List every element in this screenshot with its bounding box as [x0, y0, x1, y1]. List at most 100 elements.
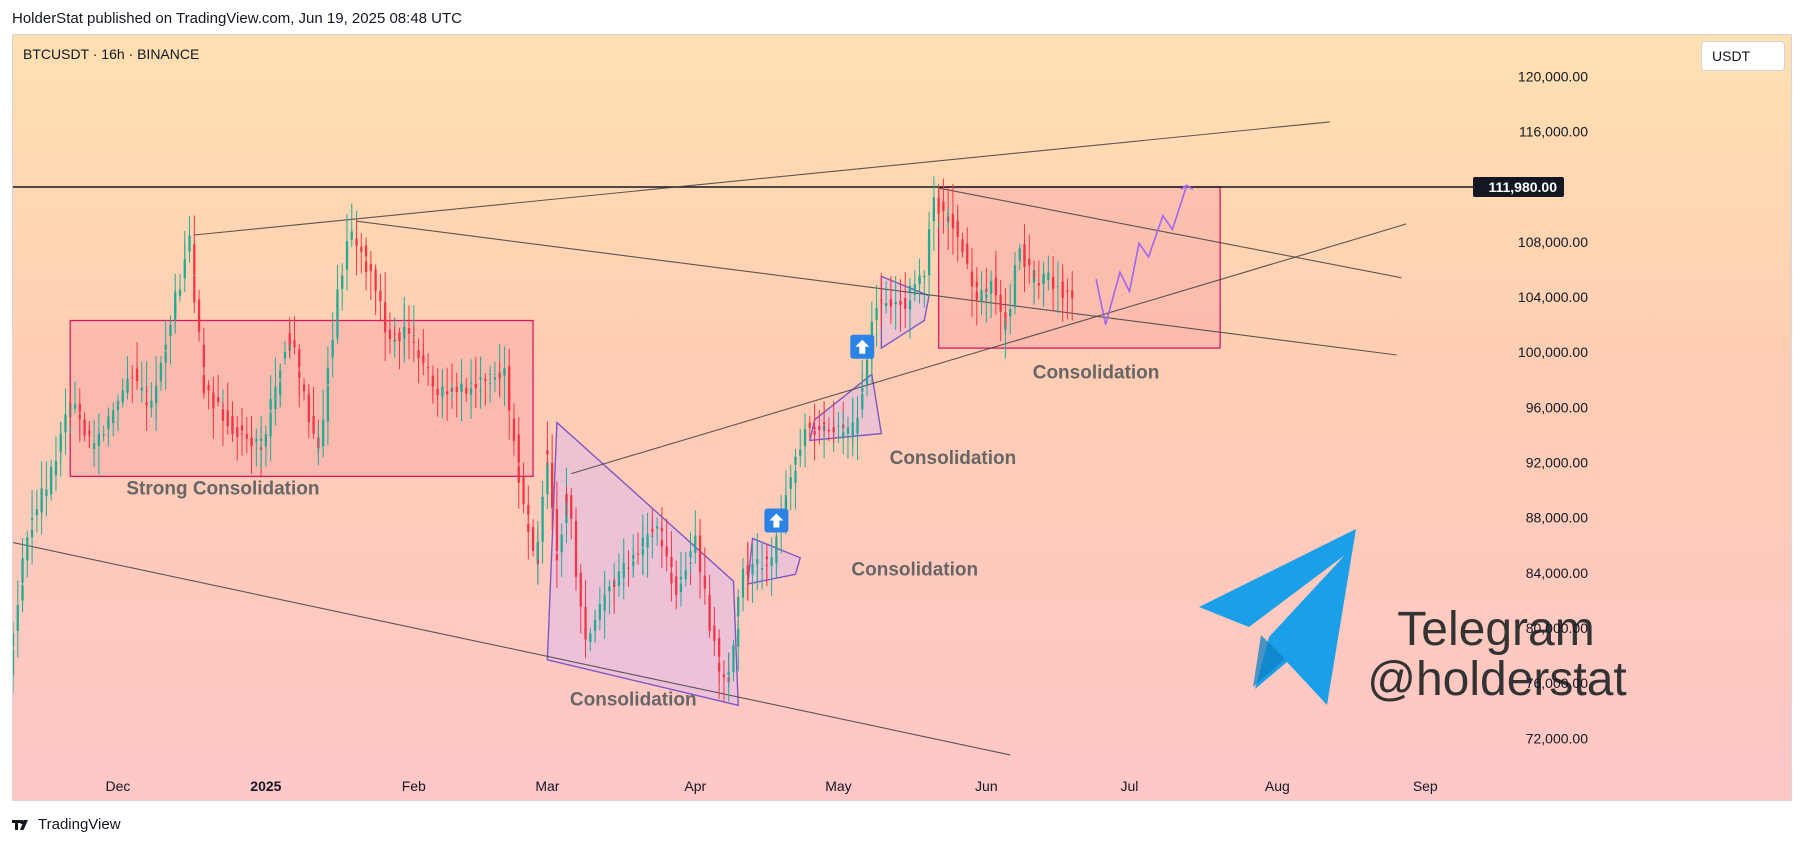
candle [570, 487, 573, 540]
candle-body [488, 373, 492, 375]
candle-body [364, 261, 368, 272]
candle [985, 288, 988, 323]
candle [708, 587, 711, 638]
candle [431, 376, 435, 404]
candle-body [164, 344, 167, 350]
up-arrow-badge-2 [850, 334, 875, 359]
candle-body [942, 201, 945, 212]
candle [999, 279, 1002, 342]
candle [655, 517, 659, 546]
candle-body [799, 449, 802, 456]
y-tick-label-8: 88,000.00 [1526, 510, 1588, 526]
chart-frame[interactable]: Strong Consolidation Consolidation Consoli… [12, 34, 1792, 801]
candle [875, 285, 878, 347]
candle [508, 365, 511, 440]
candle-body [188, 235, 191, 252]
candle-body [1071, 290, 1074, 298]
candle [894, 275, 897, 330]
candle [226, 382, 229, 435]
candle [217, 374, 220, 407]
candle [989, 270, 993, 319]
candle [26, 530, 29, 578]
candle [21, 537, 24, 613]
candle [150, 382, 153, 418]
candle [732, 639, 735, 682]
candle-body [264, 434, 268, 447]
price-chart-svg[interactable]: Strong Consolidation Consolidation Consoli… [13, 35, 1792, 801]
candle [636, 532, 640, 565]
candle [321, 389, 325, 458]
candle-body [541, 496, 544, 542]
candle-body [21, 557, 24, 583]
candle [1061, 264, 1064, 306]
candle-body [603, 595, 606, 611]
candle-body [178, 289, 182, 296]
x-tick-label-5: Apr [684, 778, 706, 794]
candle-body [331, 339, 334, 358]
candle-body [565, 493, 568, 503]
candle-body [703, 575, 706, 589]
candle-body [183, 259, 186, 268]
candle-body [737, 596, 740, 617]
candle-body [13, 633, 15, 647]
candle [994, 256, 998, 315]
candle-body [145, 402, 148, 406]
candle-body [436, 388, 439, 396]
candle [240, 407, 244, 456]
candle-body [713, 625, 716, 641]
candle [135, 356, 139, 387]
candle [374, 265, 377, 312]
candle [899, 291, 902, 329]
candle-body [279, 370, 282, 379]
candle [889, 280, 893, 324]
currency-selector[interactable]: USDT [1701, 41, 1785, 71]
x-tick-label-10: Sep [1413, 778, 1438, 794]
candle [980, 271, 983, 316]
candle-body [770, 557, 773, 566]
candle-body [579, 572, 582, 607]
candle-body [856, 417, 859, 434]
candle [231, 401, 234, 442]
candle [488, 365, 492, 381]
candle-body [73, 404, 77, 409]
telegram-handle: @holderstat [1367, 653, 1627, 706]
zones-layer [69, 186, 1221, 707]
candle [350, 203, 353, 248]
candle-body [527, 504, 530, 515]
candle [69, 394, 72, 427]
candle-body [932, 197, 935, 222]
candle-body [975, 291, 978, 300]
candle [474, 356, 477, 409]
candle-body [88, 434, 91, 436]
candle-body [231, 422, 234, 435]
candle-body [584, 628, 587, 640]
candle-body [861, 394, 864, 410]
candle-body [512, 418, 516, 442]
candle-body [13, 649, 15, 676]
candle-body [193, 276, 196, 303]
candle-body [236, 427, 239, 437]
candle-body [479, 377, 482, 380]
candle [713, 606, 716, 656]
footer-logo[interactable]: TradingView [12, 815, 121, 835]
candle [613, 577, 616, 614]
candle [822, 401, 826, 437]
candle [116, 394, 120, 428]
candle-body [116, 401, 120, 405]
candle [665, 518, 668, 572]
candle [746, 543, 749, 601]
candle-body [1051, 277, 1055, 289]
candle-body [593, 621, 597, 623]
candle [131, 365, 134, 404]
candle [880, 281, 883, 318]
up-arrow-icon [769, 513, 784, 528]
candle-body [374, 285, 377, 291]
candle-body [651, 535, 654, 537]
candle [904, 272, 907, 329]
candle-body [641, 537, 644, 547]
candle [364, 241, 368, 291]
footer-brand: TradingView [38, 816, 121, 833]
candle-body [794, 456, 797, 465]
up-arrow-icon [855, 339, 870, 354]
candle-body [255, 439, 258, 442]
